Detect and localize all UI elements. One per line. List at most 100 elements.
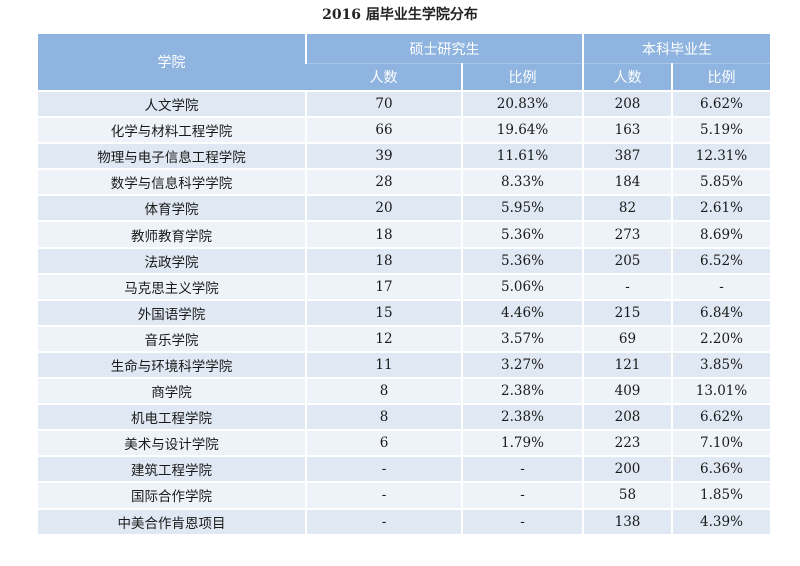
- college-name-cell: 国际合作学院: [38, 481, 306, 509]
- master-count-cell: -: [305, 507, 462, 534]
- master-count-cell: 39: [305, 142, 462, 170]
- bachelor-ratio-cell: 5.85%: [671, 168, 770, 196]
- bachelor-ratio-cell: 7.10%: [671, 429, 770, 457]
- bachelor-ratio-cell: 13.01%: [671, 377, 770, 405]
- college-distribution-table: 学院 硕士研究生 本科毕业生 人数 比例 人数 比例 人文学院 70 20.83% 2…: [38, 34, 770, 534]
- bachelor-count-cell: 223: [582, 429, 672, 457]
- bachelor-count-cell: 273: [582, 220, 672, 248]
- bachelor-ratio-cell: 6.52%: [671, 246, 770, 274]
- college-name-cell: 马克思主义学院: [38, 272, 306, 300]
- master-ratio-cell: -: [461, 455, 583, 483]
- bachelor-count-cell: 387: [582, 142, 672, 170]
- bachelor-ratio-cell: 6.36%: [671, 455, 770, 483]
- master-count-cell: 18: [305, 220, 462, 248]
- bachelor-ratio-cell: 5.19%: [671, 116, 770, 144]
- college-name-cell: 机电工程学院: [38, 403, 306, 431]
- bachelor-count-cell: 163: [582, 116, 672, 144]
- master-count-cell: 6: [305, 429, 462, 457]
- bachelor-ratio-cell: -: [671, 272, 770, 300]
- master-count-cell: -: [305, 481, 462, 509]
- bachelor-count-cell: 69: [582, 324, 672, 352]
- table-row: 商学院 8 2.38% 409 13.01%: [38, 377, 770, 405]
- bachelor-ratio-cell: 2.61%: [671, 194, 770, 222]
- table-row: 教师教育学院 18 5.36% 273 8.69%: [38, 220, 770, 248]
- master-ratio-cell: -: [461, 507, 583, 534]
- bachelor-count-cell: 215: [582, 298, 672, 326]
- master-count-cell: -: [305, 455, 462, 483]
- master-count-cell: 66: [305, 116, 462, 144]
- table-row: 马克思主义学院 17 5.06% - -: [38, 272, 770, 300]
- table-title: 2016 届毕业生学院分布: [322, 7, 478, 23]
- bachelor-count-cell: 58: [582, 481, 672, 509]
- college-name-cell: 美术与设计学院: [38, 429, 306, 457]
- table-row: 数学与信息科学学院 28 8.33% 184 5.85%: [38, 168, 770, 196]
- bachelor-count-cell: 138: [582, 507, 672, 534]
- header-bachelor-count: 人数: [582, 63, 672, 91]
- bachelor-ratio-cell: 6.62%: [671, 89, 770, 118]
- bachelor-ratio-cell: 6.62%: [671, 403, 770, 431]
- header-bachelor-ratio: 比例: [671, 63, 770, 91]
- bachelor-count-cell: 208: [582, 403, 672, 431]
- bachelor-count-cell: 121: [582, 350, 672, 379]
- college-name-cell: 生命与环境科学学院: [38, 350, 306, 379]
- table-row: 中美合作肯恩项目 - -138 4.39%: [38, 507, 770, 534]
- master-ratio-cell: 3.27%: [461, 350, 583, 379]
- table-row: 国际合作学院 - -58 1.85%: [38, 481, 770, 509]
- master-ratio-cell: 20.83%: [461, 89, 583, 118]
- master-count-cell: 28: [305, 168, 462, 196]
- header-bachelor-group: 本科毕业生: [582, 34, 770, 64]
- table-row: 音乐学院 12 3.57% 69 2.20%: [38, 324, 770, 352]
- bachelor-count-cell: 184: [582, 168, 672, 196]
- master-ratio-cell: 3.57%: [461, 324, 583, 352]
- college-name-cell: 人文学院: [38, 89, 306, 118]
- master-count-cell: 8: [305, 403, 462, 431]
- bachelor-count-cell: 200: [582, 455, 672, 483]
- table-row: 人文学院 70 20.83% 208 6.62%: [38, 89, 770, 118]
- master-ratio-cell: -: [461, 481, 583, 509]
- college-name-cell: 商学院: [38, 377, 306, 405]
- table-row: 美术与设计学院 6 1.79% 223 7.10%: [38, 429, 770, 457]
- header-college: 学院: [38, 34, 306, 92]
- table-row: 物理与电子信息工程学院 39 11.61% 387 12.31%: [38, 142, 770, 170]
- bachelor-count-cell: 82: [582, 194, 672, 222]
- master-ratio-cell: 1.79%: [461, 429, 583, 457]
- header-master-count: 人数: [306, 63, 462, 91]
- bachelor-count-cell: 208: [582, 89, 672, 118]
- master-count-cell: 15: [305, 298, 462, 326]
- college-name-cell: 体育学院: [38, 194, 306, 222]
- college-name-cell: 法政学院: [38, 246, 306, 274]
- table-row: 化学与材料工程学院 66 19.64% 163 5.19%: [38, 116, 770, 144]
- bachelor-count-cell: -: [582, 272, 672, 300]
- bachelor-ratio-cell: 8.69%: [671, 220, 770, 248]
- bachelor-count-cell: 205: [582, 246, 672, 274]
- bachelor-ratio-cell: 4.39%: [671, 507, 770, 534]
- master-count-cell: 20: [305, 194, 462, 222]
- table-row: 外国语学院 15 4.46% 215 6.84%: [38, 298, 770, 326]
- bachelor-count-cell: 409: [582, 377, 672, 405]
- college-name-cell: 中美合作肯恩项目: [38, 507, 306, 534]
- master-ratio-cell: 5.06%: [461, 272, 583, 300]
- bachelor-ratio-cell: 6.84%: [671, 298, 770, 326]
- college-name-cell: 外国语学院: [38, 298, 306, 326]
- table-row: 生命与环境科学学院 11 3.27% 121 3.85%: [38, 350, 770, 379]
- college-name-cell: 音乐学院: [38, 324, 306, 352]
- master-count-cell: 70: [305, 89, 462, 118]
- table-row: 机电工程学院 8 2.38% 208 6.62%: [38, 403, 770, 431]
- master-ratio-cell: 2.38%: [461, 403, 583, 431]
- header-master-group: 硕士研究生: [305, 34, 583, 64]
- table-header: 学院 硕士研究生 本科毕业生 人数 比例 人数 比例: [38, 34, 770, 92]
- master-ratio-cell: 5.36%: [461, 246, 583, 274]
- college-name-cell: 数学与信息科学学院: [38, 168, 306, 196]
- master-count-cell: 8: [305, 377, 462, 405]
- master-ratio-cell: 5.95%: [461, 194, 583, 222]
- table-body: 人文学院 70 20.83% 208 6.62% 化学与材料工程学院 66 19.64% 163…: [38, 89, 770, 534]
- master-ratio-cell: 11.61%: [461, 142, 583, 170]
- master-ratio-cell: 19.64%: [461, 116, 583, 144]
- master-ratio-cell: 8.33%: [461, 168, 583, 196]
- bachelor-ratio-cell: 3.85%: [671, 350, 770, 379]
- bachelor-ratio-cell: 2.20%: [671, 324, 770, 352]
- master-count-cell: 17: [305, 272, 462, 300]
- college-name-cell: 物理与电子信息工程学院: [38, 142, 306, 170]
- master-ratio-cell: 5.36%: [461, 220, 583, 248]
- master-ratio-cell: 2.38%: [461, 377, 583, 405]
